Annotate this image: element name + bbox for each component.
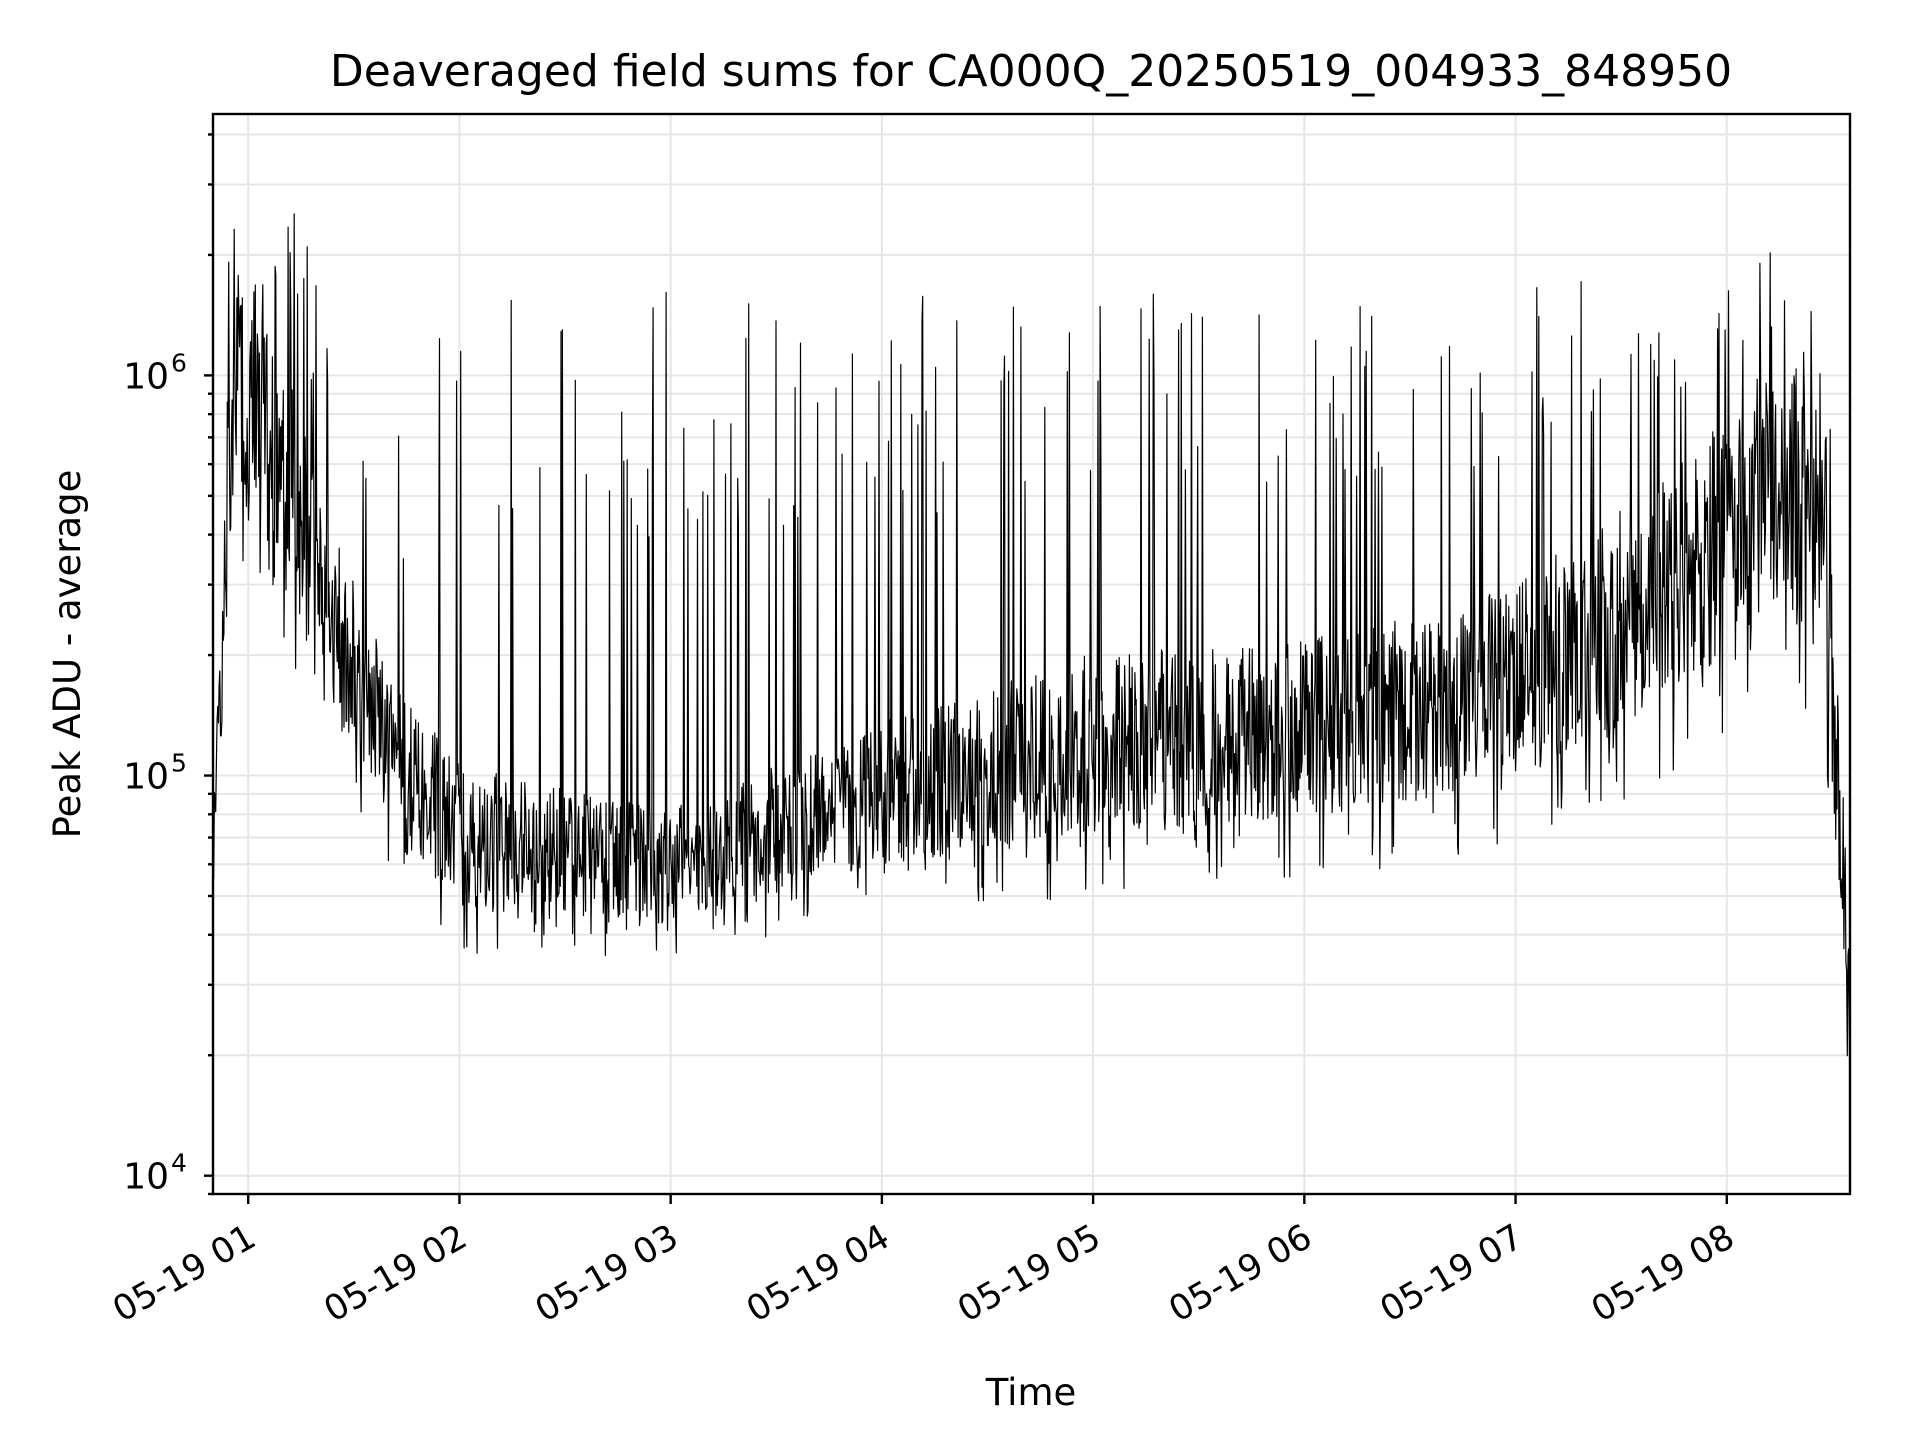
series-line [212,213,1851,1113]
x-tick-label: 05-19 08 [1585,1217,1741,1330]
x-tick-label: 05-19 03 [529,1217,685,1330]
chart-title: Deaveraged field sums for CA000Q_2025051… [330,46,1732,97]
x-tick-label: 05-19 05 [951,1217,1107,1330]
grid [213,114,1850,1195]
x-tick-label: 05-19 01 [106,1217,262,1330]
x-tick-label: 05-19 07 [1374,1217,1530,1330]
y-tick-label: 10 [123,757,169,798]
y-axis-label: Peak ADU - average [46,470,89,839]
y-tick-label: 10 [123,356,169,397]
x-tick-label: 05-19 04 [740,1217,896,1330]
x-tick-label: 05-19 06 [1163,1217,1319,1330]
x-axis-label: Time [985,1371,1077,1414]
y-tick-label: 10 [123,1157,169,1198]
x-tick-label: 05-19 02 [318,1217,474,1330]
x-axis: 05-19 01 05-19 02 05-19 03 05-19 04 05-19 05… [106,1194,1741,1330]
data-series [212,213,1851,1113]
y-tick-label-exponent: 6 [171,348,187,377]
y-tick-label-exponent: 4 [171,1149,187,1178]
y-tick-label-exponent: 5 [171,749,187,778]
